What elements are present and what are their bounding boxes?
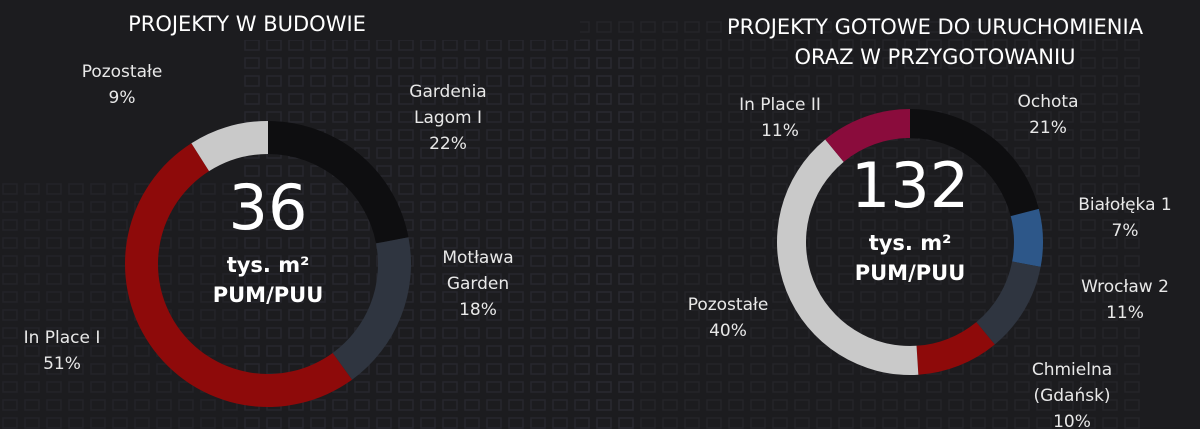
- slice-label: Motława: [442, 248, 513, 268]
- slice-value: 7%: [1112, 221, 1139, 241]
- slice-value: 51%: [43, 354, 81, 374]
- slice-label: Garden: [447, 274, 509, 294]
- donut-slice: [910, 109, 1039, 217]
- donut-slice: [191, 121, 268, 172]
- slice-label: Gardenia: [409, 82, 486, 102]
- building: [240, 40, 640, 429]
- slice-label: Pozostałe: [82, 62, 163, 82]
- slice-label: Chmielna: [1032, 360, 1112, 380]
- donut-slice: [777, 139, 919, 375]
- slice-label: In Place II: [739, 95, 821, 115]
- center-value: 132: [851, 149, 969, 222]
- donut-slice: [976, 261, 1041, 345]
- slice-value: 11%: [1106, 303, 1144, 323]
- slice-value: 40%: [709, 321, 747, 341]
- slice-value: 9%: [109, 88, 136, 108]
- donut-slice: [332, 237, 411, 380]
- donut-slice: [1010, 208, 1043, 267]
- center-unit: PUM/PUU: [855, 261, 966, 285]
- donut-slice: [916, 322, 995, 375]
- center-unit: tys. m²: [869, 231, 952, 255]
- slice-label: Wrocław 2: [1081, 277, 1169, 297]
- center-unit: PUM/PUU: [213, 283, 324, 307]
- slice-label: (Gdańsk): [1033, 386, 1110, 406]
- slice-value: 22%: [429, 134, 467, 154]
- slice-label: In Place I: [24, 328, 101, 348]
- slice-label: Białołęka 1: [1078, 195, 1172, 215]
- donut-slice: [268, 121, 409, 244]
- donut-slice: [124, 143, 353, 408]
- slice-label: Ochota: [1018, 92, 1079, 112]
- slice-label: Lagom I: [414, 108, 482, 128]
- donut-slice: [825, 109, 910, 162]
- slice-value: 11%: [761, 121, 799, 141]
- center-unit: tys. m²: [227, 253, 310, 277]
- center-value: 36: [229, 171, 308, 244]
- slice-label: Pozostałe: [688, 295, 769, 315]
- slice-value: 18%: [459, 300, 497, 320]
- slice-value: 21%: [1029, 118, 1067, 138]
- chart-title: ORAZ W PRZYGOTOWANIU: [794, 45, 1075, 69]
- chart-title: PROJEKTY W BUDOWIE: [128, 12, 366, 36]
- slice-value: 10%: [1053, 412, 1091, 429]
- chart-title: PROJEKTY GOTOWE DO URUCHOMIENIA: [727, 15, 1144, 39]
